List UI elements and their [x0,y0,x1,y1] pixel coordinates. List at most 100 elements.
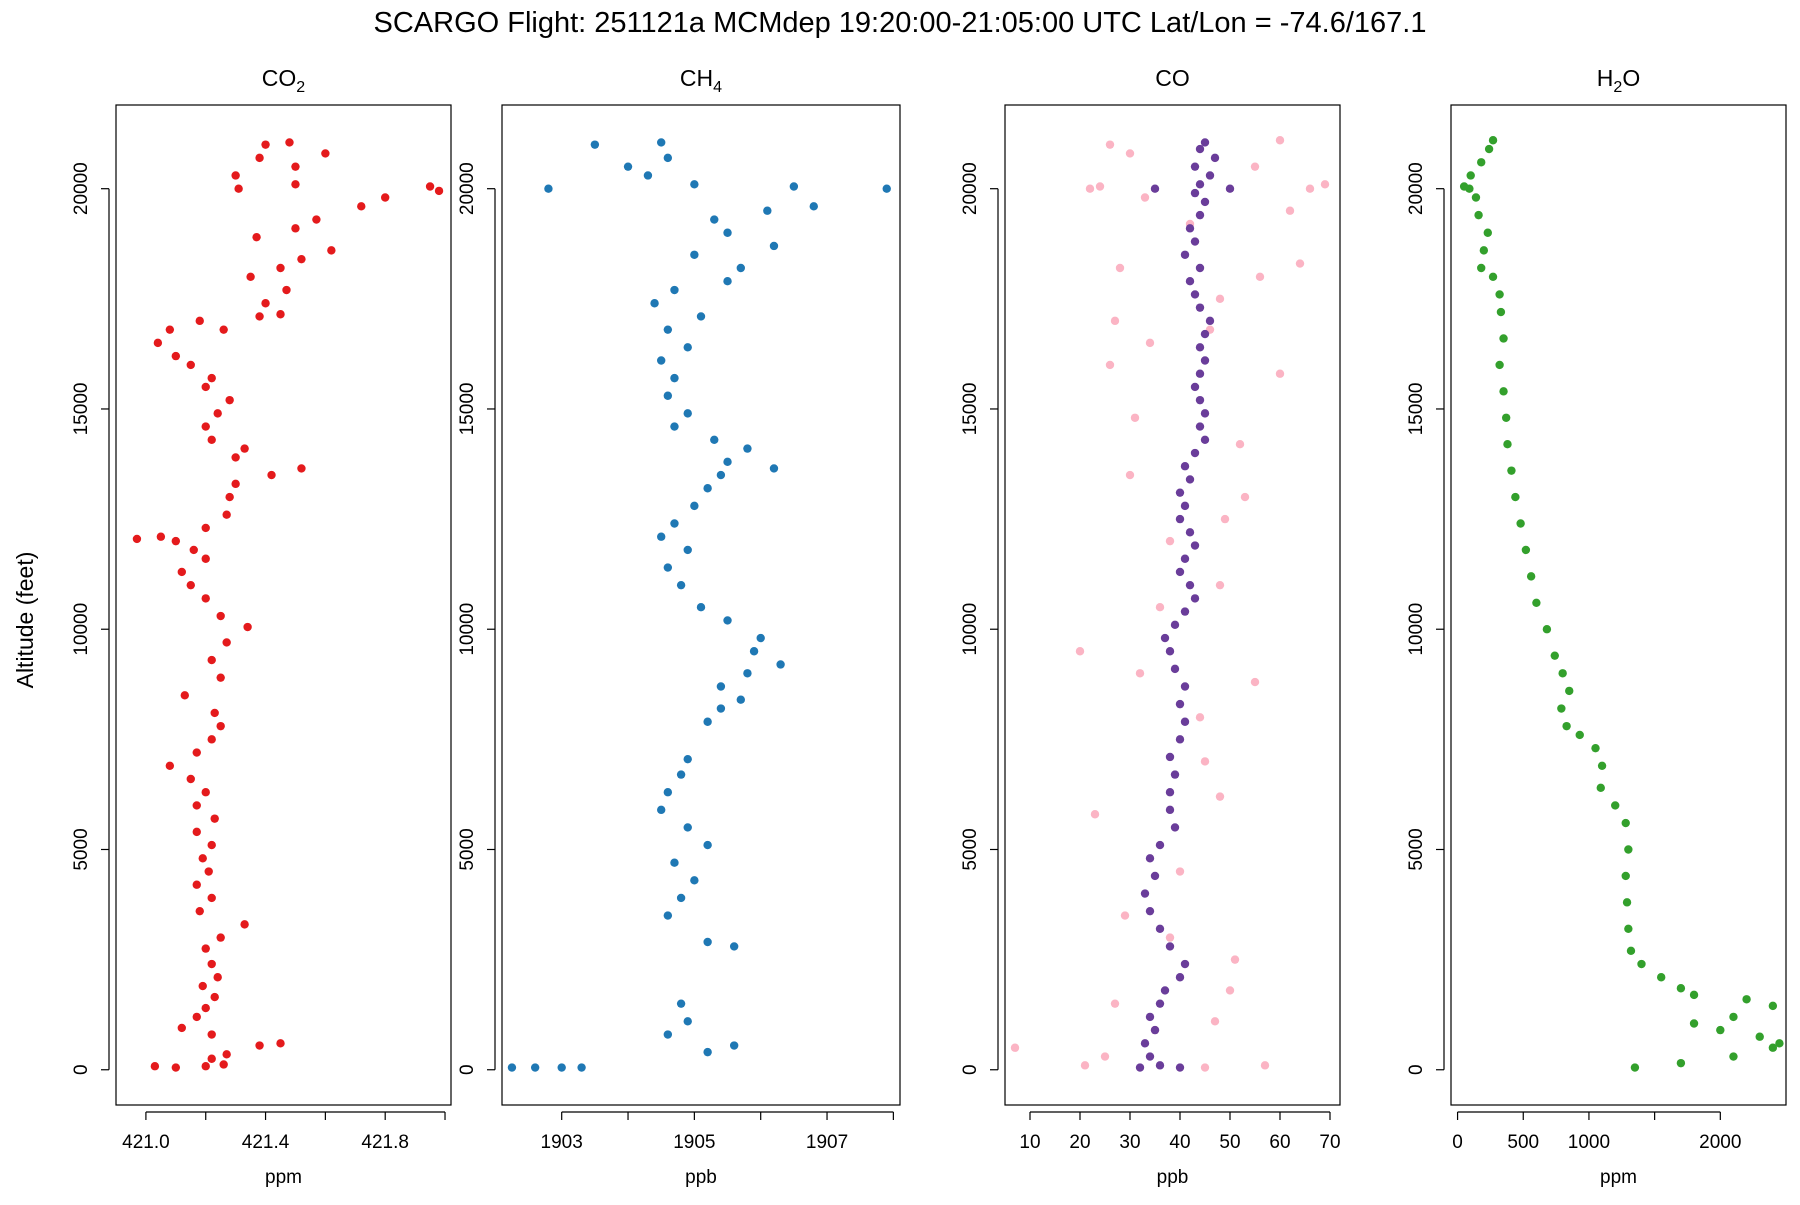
data-point [321,149,330,158]
data-point [201,788,210,797]
data-point [1215,792,1225,801]
x-axis-label: ppb [1157,1167,1189,1188]
data-point [670,422,679,431]
data-point [663,563,673,572]
data-point [683,343,692,352]
data-point [703,1047,712,1057]
data-point [1170,664,1180,674]
data-point [696,603,706,612]
y-tick-label: 0 [457,1064,478,1075]
data-point [723,228,732,237]
data-point [1689,1019,1699,1028]
data-point [729,942,739,951]
data-point [1175,514,1185,524]
x-tick-label: 20 [1069,1132,1090,1153]
data-point [222,638,231,647]
data-point [207,1030,216,1039]
panel-title-tail: O [1622,65,1640,91]
data-point [1621,818,1630,828]
data-point [1125,470,1135,480]
panel-title-subscript: 2 [296,79,305,96]
data-point [1596,783,1605,793]
data-point [729,1041,739,1050]
data-point [171,351,181,361]
x-tick-label: 1903 [541,1132,583,1153]
data-point [1225,184,1235,193]
data-point [1185,528,1195,537]
data-point [1565,686,1574,696]
data-point [789,182,799,191]
data-point [1477,158,1486,167]
data-point [165,325,175,334]
data-point [1125,149,1135,158]
data-point [327,246,336,255]
data-point [1175,699,1185,709]
data-point [690,501,699,511]
data-point [1558,669,1567,678]
x-axis-label: ppb [685,1167,717,1188]
data-point [1597,761,1607,770]
data-point [434,186,444,196]
data-point [1495,360,1504,370]
data-point [1120,911,1130,920]
data-point [1622,898,1632,907]
data-point [1550,651,1559,660]
x-tick-label: 10 [1019,1132,1040,1153]
data-point [156,532,166,541]
data-point [219,325,228,334]
data-point [291,180,300,189]
data-point [1195,343,1205,352]
data-point [1140,889,1150,898]
data-point [1190,541,1200,550]
x-axis-label: ppm [1600,1167,1637,1188]
data-point [623,162,633,171]
data-point [252,232,261,242]
data-point [312,215,321,224]
data-point [192,880,201,889]
data-point [690,250,699,259]
data-point [425,182,435,191]
data-point [165,761,175,770]
data-point [1195,369,1205,378]
data-point [1474,210,1483,220]
data-point [710,435,719,445]
data-point [282,285,291,295]
data-point [1689,990,1699,1000]
data-point [255,153,264,163]
y-tick-label: 0 [960,1064,981,1075]
data-point [1729,1052,1738,1061]
data-point [1479,246,1489,255]
data-point [749,647,759,656]
data-point [213,973,222,982]
data-point [1459,182,1469,191]
data-point [207,735,216,744]
data-point [1195,422,1205,431]
y-tick-label: 20000 [960,162,981,215]
series-1 [1459,136,1784,1072]
data-point [1180,462,1190,471]
y-tick-label: 10000 [1406,603,1427,656]
data-point [1200,1063,1210,1072]
x-tick-label: 1905 [673,1132,715,1153]
data-point [231,171,240,180]
data-point [1175,735,1185,744]
data-point [1110,316,1120,326]
data-point [1230,955,1240,964]
data-point [1557,704,1566,713]
data-point [663,153,673,163]
data-point [723,277,732,286]
data-point [1155,840,1165,850]
data-point [676,893,686,903]
data-point [1626,946,1636,956]
data-point [1656,973,1666,982]
data-point [1624,845,1633,854]
data-point [1135,669,1145,678]
data-point [1145,906,1155,916]
data-point [1010,1043,1020,1052]
data-point [1499,387,1508,396]
plot-frame [115,104,452,1106]
data-point [1075,647,1085,656]
x-tick-label: 421.4 [242,1132,290,1153]
data-point [1170,770,1180,779]
